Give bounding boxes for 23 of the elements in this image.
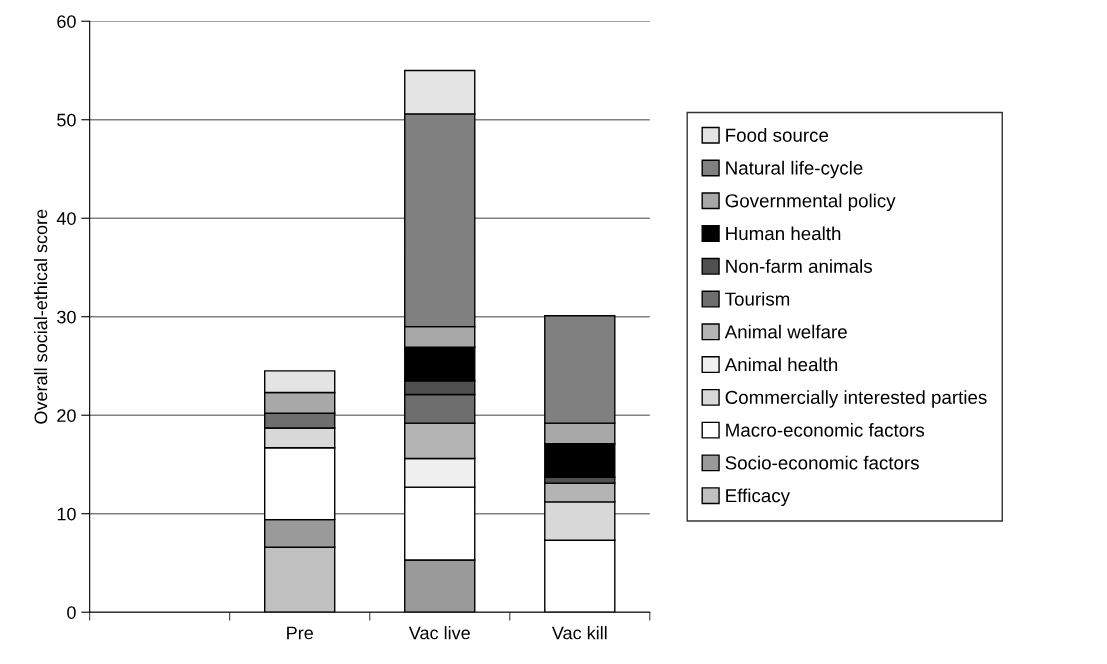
legend-label: Commercially interested parties [725, 390, 987, 408]
legend-label: Tourism [725, 291, 790, 306]
y-tick-label: 20 [57, 409, 76, 422]
x-tick-label: Vac kill [551, 626, 607, 640]
y-axis-title: Overall social-ethical score [34, 209, 48, 424]
legend-label: Animal welfare [724, 324, 847, 339]
legend-label: Socio-economic factors [725, 455, 919, 470]
y-tick-label: 60 [57, 15, 76, 28]
y-tick-label: 50 [57, 113, 76, 127]
legend-label: Efficacy [726, 488, 790, 507]
legend-label: Animal health [724, 357, 838, 372]
legend-label: Governmental policy [725, 193, 896, 212]
x-tick-label: Vac live [408, 626, 470, 640]
legend-label: Natural life-cycle [726, 160, 863, 179]
legend-label: Human health [726, 226, 841, 241]
y-tick-label: 10 [57, 507, 76, 521]
y-tick-label: 0 [67, 606, 76, 619]
y-tick-label: 40 [56, 212, 76, 225]
x-tick-label: Pre [287, 626, 313, 640]
legend-label: Macro-economic factors [726, 423, 925, 437]
legend-label: Food source [726, 128, 829, 142]
legend-label: Non-farm animals [726, 259, 872, 273]
y-tick-label: 30 [57, 310, 76, 324]
